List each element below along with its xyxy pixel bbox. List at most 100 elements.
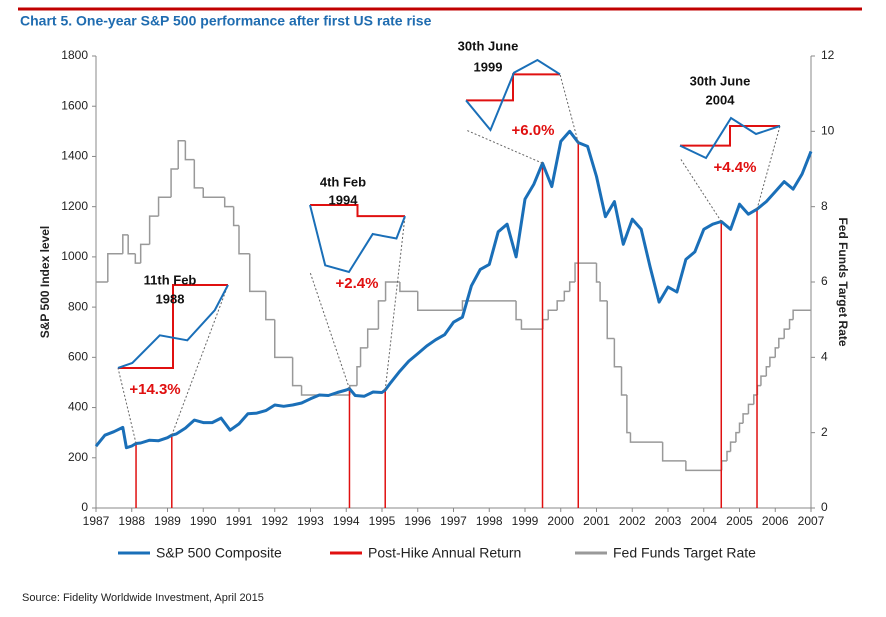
fed-step — [157, 196, 172, 217]
fed-step — [613, 338, 622, 368]
fed-step — [774, 347, 779, 358]
annotation-date: 1994 — [329, 192, 359, 207]
fed-step — [595, 263, 601, 283]
x-tick-label: 2007 — [798, 514, 825, 528]
x-tick-label: 1992 — [261, 514, 288, 528]
source: Source: Fidelity Worldwide Investment, A… — [22, 592, 264, 604]
leader — [171, 284, 229, 436]
fed-step — [735, 431, 740, 443]
x-tick-label: 2006 — [762, 514, 789, 528]
fed-step — [134, 253, 141, 264]
x-tick-label: 1993 — [297, 514, 324, 528]
fed-step — [756, 384, 761, 395]
annotation-return: +4.4% — [714, 159, 757, 176]
fed-step — [177, 140, 186, 169]
y2-tick-label: 4 — [821, 350, 828, 364]
legend-label: Post-Hike Annual Return — [368, 545, 521, 561]
y2-tick-label: 8 — [821, 199, 828, 213]
inset-sp500 — [117, 284, 229, 369]
fed-step — [202, 187, 225, 198]
y2-tick-label: 0 — [821, 500, 828, 514]
fed-step — [783, 328, 790, 339]
x-tick-label: 2005 — [726, 514, 753, 528]
fed-step — [223, 197, 234, 208]
y2-axis-label: Fed Funds Target Rate — [836, 217, 850, 346]
annotation-date: 30th June — [690, 73, 751, 88]
x-tick-label: 2003 — [655, 514, 682, 528]
legend-label: Fed Funds Target Rate — [613, 545, 756, 561]
sp500-line — [94, 129, 813, 450]
y-tick-label: 1400 — [61, 149, 88, 163]
inset-sp500 — [679, 116, 781, 160]
legend-label: S&P 500 Composite — [156, 545, 282, 561]
x-tick-label: 1995 — [369, 514, 396, 528]
y-tick-label: 1200 — [61, 199, 88, 213]
leader — [465, 129, 543, 164]
fed-step — [170, 168, 179, 198]
fed-step — [726, 450, 731, 461]
annotation-date: 1988 — [156, 291, 185, 306]
fed-step — [747, 403, 754, 414]
fed-step — [563, 290, 570, 301]
fed-step — [377, 300, 386, 330]
y-tick-label: 600 — [68, 350, 88, 364]
fed-step — [265, 291, 275, 321]
fed-step — [620, 366, 627, 396]
fed-step — [184, 140, 195, 161]
fed-step — [661, 442, 686, 462]
inset-return — [310, 204, 405, 218]
annotation-date: 4th Feb — [320, 174, 366, 189]
fed-step — [788, 318, 794, 330]
fed-step — [556, 300, 565, 311]
fed-step — [599, 282, 608, 302]
fed-step — [720, 460, 727, 471]
fed-step — [148, 215, 159, 245]
fed-step — [778, 337, 785, 348]
fed-step — [520, 319, 543, 330]
annotation-return: +6.0% — [512, 122, 555, 139]
leader — [756, 125, 781, 210]
fed-step — [122, 234, 129, 254]
fed-step — [606, 300, 615, 340]
x-tick-label: 2001 — [583, 514, 610, 528]
y-tick-label: 1000 — [61, 249, 88, 263]
x-tick-label: 2000 — [547, 514, 574, 528]
annotation-date: 11th Feb — [144, 272, 197, 287]
annotation-return: +2.4% — [336, 275, 379, 292]
fed-step — [626, 395, 631, 434]
y-tick-label: 0 — [81, 500, 88, 514]
fed-step — [356, 366, 361, 386]
y-axis-label: S&P 500 Index level — [38, 226, 52, 339]
fed-step — [792, 309, 811, 320]
leader — [309, 271, 350, 389]
y-tick-label: 800 — [68, 299, 88, 313]
inset-return — [680, 125, 780, 147]
fed-step — [742, 413, 749, 424]
x-tick-label: 1990 — [190, 514, 217, 528]
y-tick-label: 200 — [68, 450, 88, 464]
annotation-return: +14.3% — [129, 381, 180, 398]
y2-tick-label: 6 — [821, 274, 828, 288]
x-tick-label: 1987 — [83, 514, 110, 528]
fed-step — [238, 225, 250, 255]
inset-return — [118, 284, 228, 369]
fed-step — [232, 206, 239, 227]
fed-step — [417, 291, 463, 311]
inset-return — [466, 73, 560, 102]
fed-step — [568, 281, 576, 292]
x-tick-label: 1999 — [512, 514, 539, 528]
annotation-date: 2004 — [706, 92, 736, 107]
y2-tick-label: 2 — [821, 425, 828, 439]
x-tick-label: 1997 — [440, 514, 467, 528]
fed-step — [547, 309, 558, 320]
inset-sp500 — [465, 58, 561, 132]
fed-step — [193, 159, 204, 189]
leader — [117, 367, 137, 444]
annotation-date: 30th June — [458, 38, 519, 53]
fed-step — [542, 318, 549, 330]
fed-step — [685, 460, 722, 472]
y2-tick-label: 12 — [821, 48, 835, 62]
fed-step — [384, 281, 400, 301]
chart-title: Chart 5. One-year S&P 500 performance af… — [20, 13, 432, 29]
